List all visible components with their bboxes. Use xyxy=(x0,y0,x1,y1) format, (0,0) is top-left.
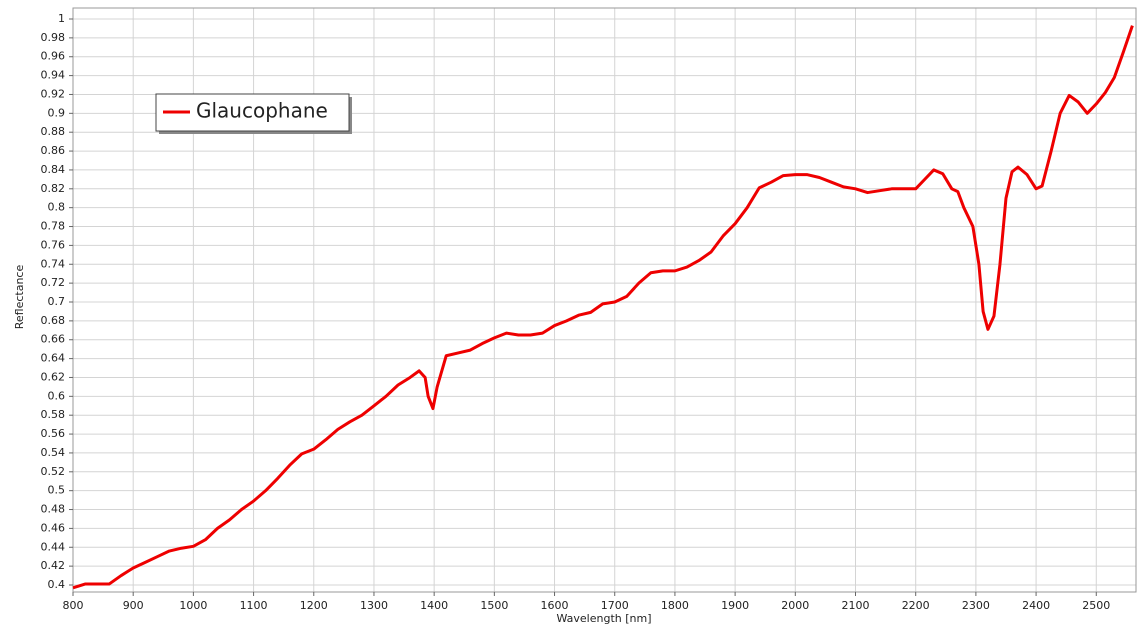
y-tick-label: 0.96 xyxy=(41,50,66,63)
y-tick-label: 0.84 xyxy=(41,163,66,176)
y-tick-label: 0.42 xyxy=(41,559,66,572)
grid xyxy=(72,8,1136,592)
y-tick-label: 0.68 xyxy=(41,314,66,327)
x-tick-label: 1800 xyxy=(661,599,689,612)
y-tick-label: 0.56 xyxy=(41,427,66,440)
y-tick-label: 0.94 xyxy=(41,69,66,82)
x-tick-label: 1000 xyxy=(179,599,207,612)
y-axis-label: Reflectance xyxy=(13,265,26,330)
y-tick-label: 0.92 xyxy=(41,87,66,100)
series-line xyxy=(72,25,1134,590)
x-tick-label: 1600 xyxy=(541,599,569,612)
plot-frame xyxy=(72,7,1137,593)
y-tick-label: 0.64 xyxy=(41,352,66,365)
x-tick-label: 800 xyxy=(63,599,84,612)
y-tick-label: 1 xyxy=(58,12,65,25)
y-tick-label: 0.82 xyxy=(41,182,66,195)
y-tick-label: 0.52 xyxy=(41,465,66,478)
y-tick-label: 0.98 xyxy=(41,31,66,44)
y-tick-label: 0.58 xyxy=(41,408,66,421)
y-tick-label: 0.7 xyxy=(48,295,66,308)
y-tick-label: 0.74 xyxy=(41,257,66,270)
y-tick-label: 0.44 xyxy=(41,540,66,553)
y-tick-label: 0.78 xyxy=(41,220,66,233)
y-tick-label: 0.62 xyxy=(41,370,66,383)
y-tick-label: 0.86 xyxy=(41,144,66,157)
x-tick-label: 2000 xyxy=(781,599,809,612)
x-axis-label: Wavelength [nm] xyxy=(556,612,651,625)
x-tick-label: 1200 xyxy=(300,599,328,612)
y-tick-label: 0.6 xyxy=(48,389,66,402)
y-tick-label: 0.72 xyxy=(41,276,66,289)
y-tick-label: 0.88 xyxy=(41,125,66,138)
x-tick-label: 2400 xyxy=(1022,599,1050,612)
y-tick-label: 0.48 xyxy=(41,503,66,516)
x-tick-label: 2200 xyxy=(902,599,930,612)
x-tick-label: 1500 xyxy=(480,599,508,612)
y-tick-label: 0.46 xyxy=(41,521,66,534)
x-tick-label: 1100 xyxy=(240,599,268,612)
x-tick-label: 1300 xyxy=(360,599,388,612)
x-tick-label: 900 xyxy=(123,599,144,612)
x-tick-label: 2300 xyxy=(962,599,990,612)
y-tick-label: 0.54 xyxy=(41,446,66,459)
x-tick-label: 2500 xyxy=(1082,599,1110,612)
y-tick-label: 0.5 xyxy=(48,484,66,497)
x-tick-label: 1900 xyxy=(721,599,749,612)
legend: Glaucophane xyxy=(155,93,352,134)
legend-label: Glaucophane xyxy=(196,99,328,123)
y-tick-label: 0.8 xyxy=(48,201,66,214)
x-tick-label: 2100 xyxy=(842,599,870,612)
y-tick-label: 0.4 xyxy=(48,578,66,591)
y-tick-label: 0.66 xyxy=(41,333,66,346)
x-tick-label: 1700 xyxy=(601,599,629,612)
x-tick-label: 1400 xyxy=(420,599,448,612)
y-tick-label: 0.76 xyxy=(41,238,66,251)
y-tick-label: 0.9 xyxy=(48,106,66,119)
